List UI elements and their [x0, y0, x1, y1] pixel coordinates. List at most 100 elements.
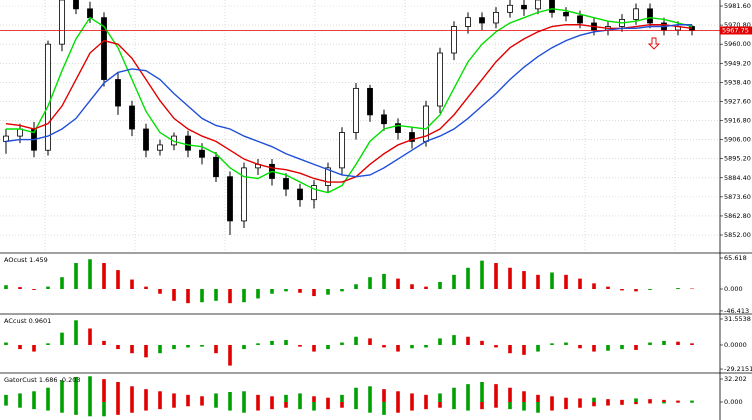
- y-tick-label: 65.618: [724, 254, 747, 262]
- histogram-bar: [648, 399, 652, 402]
- y-tick-label: 5884.40: [724, 174, 751, 182]
- panel: [0, 0, 720, 252]
- histogram-bar: [564, 274, 568, 290]
- histogram-bar: [186, 394, 190, 402]
- histogram-bar: [396, 402, 400, 413]
- histogram-bar: [18, 287, 22, 290]
- y-tick-label: 5873.60: [724, 193, 751, 201]
- histogram-bar: [88, 376, 92, 402]
- histogram-bar: [466, 402, 470, 411]
- histogram-bar: [158, 402, 162, 410]
- histogram-bar: [18, 402, 22, 408]
- histogram-bar: [242, 391, 246, 402]
- histogram-bar: [228, 392, 232, 402]
- histogram-bar: [508, 267, 512, 290]
- histogram-bar: [578, 402, 582, 408]
- panel: [4, 259, 694, 304]
- y-tick-label: 5895.20: [724, 155, 751, 163]
- histogram-bar: [438, 393, 442, 402]
- histogram-bar: [368, 338, 372, 345]
- histogram-bar: [32, 289, 36, 290]
- histogram-bar: [578, 278, 582, 290]
- candle-body: [199, 149, 205, 158]
- histogram-bar: [466, 267, 470, 290]
- histogram-bar: [648, 342, 652, 345]
- histogram-bar: [592, 402, 596, 407]
- histogram-bar: [46, 343, 50, 345]
- y-tick-label: 5981.60: [724, 2, 751, 10]
- histogram-bar: [550, 402, 554, 411]
- histogram-bar: [186, 289, 190, 304]
- histogram-bar: [690, 343, 694, 345]
- histogram-bar: [648, 402, 652, 404]
- y-tick-label: 5906.00: [724, 136, 751, 144]
- histogram-bar: [326, 402, 330, 410]
- panel-title: GatorCust 1.686 -0.203: [4, 376, 81, 384]
- histogram-bar: [4, 394, 8, 402]
- histogram-bar: [480, 260, 484, 290]
- histogram-bar: [46, 387, 50, 402]
- histogram-bar: [396, 344, 400, 352]
- y-tick-label: -29.2151: [724, 365, 752, 373]
- histogram-bar: [186, 344, 190, 348]
- histogram-bar: [452, 274, 456, 290]
- histogram-bar: [606, 344, 610, 351]
- histogram-bar: [200, 396, 204, 402]
- histogram-bar: [578, 344, 582, 349]
- candle-body: [647, 8, 653, 24]
- histogram-bar: [550, 343, 554, 345]
- histogram-bar: [536, 394, 540, 402]
- histogram-bar: [410, 344, 414, 349]
- price-label: 5967.75: [722, 26, 749, 34]
- panel-title: AOcust 1.459: [4, 256, 48, 264]
- histogram-bar: [284, 402, 288, 408]
- histogram-bar: [592, 283, 596, 290]
- histogram-bar: [522, 402, 526, 411]
- histogram-bar: [102, 263, 106, 290]
- histogram-bar: [256, 289, 260, 299]
- histogram-bar: [480, 402, 484, 410]
- histogram-bar: [452, 402, 456, 410]
- histogram-bar: [312, 344, 316, 352]
- histogram-bar: [592, 344, 596, 352]
- candle-body: [521, 4, 527, 10]
- histogram-bar: [32, 391, 36, 402]
- histogram-bar: [228, 402, 232, 411]
- histogram-bar: [508, 344, 512, 354]
- histogram-bar: [368, 386, 372, 402]
- histogram-bar: [648, 289, 652, 290]
- moving-average: [5, 24, 692, 178]
- histogram-bar: [46, 286, 50, 290]
- histogram-bar: [228, 344, 232, 366]
- histogram-bar: [32, 344, 36, 352]
- histogram-bar: [256, 343, 260, 345]
- candle-body: [129, 105, 135, 130]
- histogram-bar: [18, 344, 22, 350]
- histogram-bar: [326, 344, 330, 350]
- histogram-bar: [130, 402, 134, 413]
- candle-body: [493, 11, 499, 24]
- histogram-bar: [340, 342, 344, 345]
- histogram-bar: [494, 384, 498, 402]
- histogram-bar: [536, 344, 540, 352]
- histogram-bar: [116, 344, 120, 350]
- histogram-bar: [172, 289, 176, 301]
- y-tick-label: 5916.80: [724, 117, 751, 125]
- histogram-bar: [116, 270, 120, 290]
- candle-body: [311, 185, 317, 201]
- histogram-bar: [410, 393, 414, 402]
- y-tick-label: 0.0000: [724, 341, 747, 349]
- histogram-bar: [270, 396, 274, 402]
- histogram-bar: [564, 397, 568, 402]
- histogram-bar: [144, 344, 148, 358]
- histogram-bar: [424, 402, 428, 410]
- histogram-bar: [284, 289, 288, 292]
- histogram-bar: [452, 335, 456, 345]
- histogram-bar: [550, 272, 554, 290]
- histogram-bar: [578, 398, 582, 402]
- histogram-bar: [214, 344, 218, 354]
- histogram-bar: [4, 342, 8, 345]
- histogram-bar: [144, 286, 148, 290]
- histogram-bar: [606, 286, 610, 290]
- histogram-bar: [102, 402, 106, 417]
